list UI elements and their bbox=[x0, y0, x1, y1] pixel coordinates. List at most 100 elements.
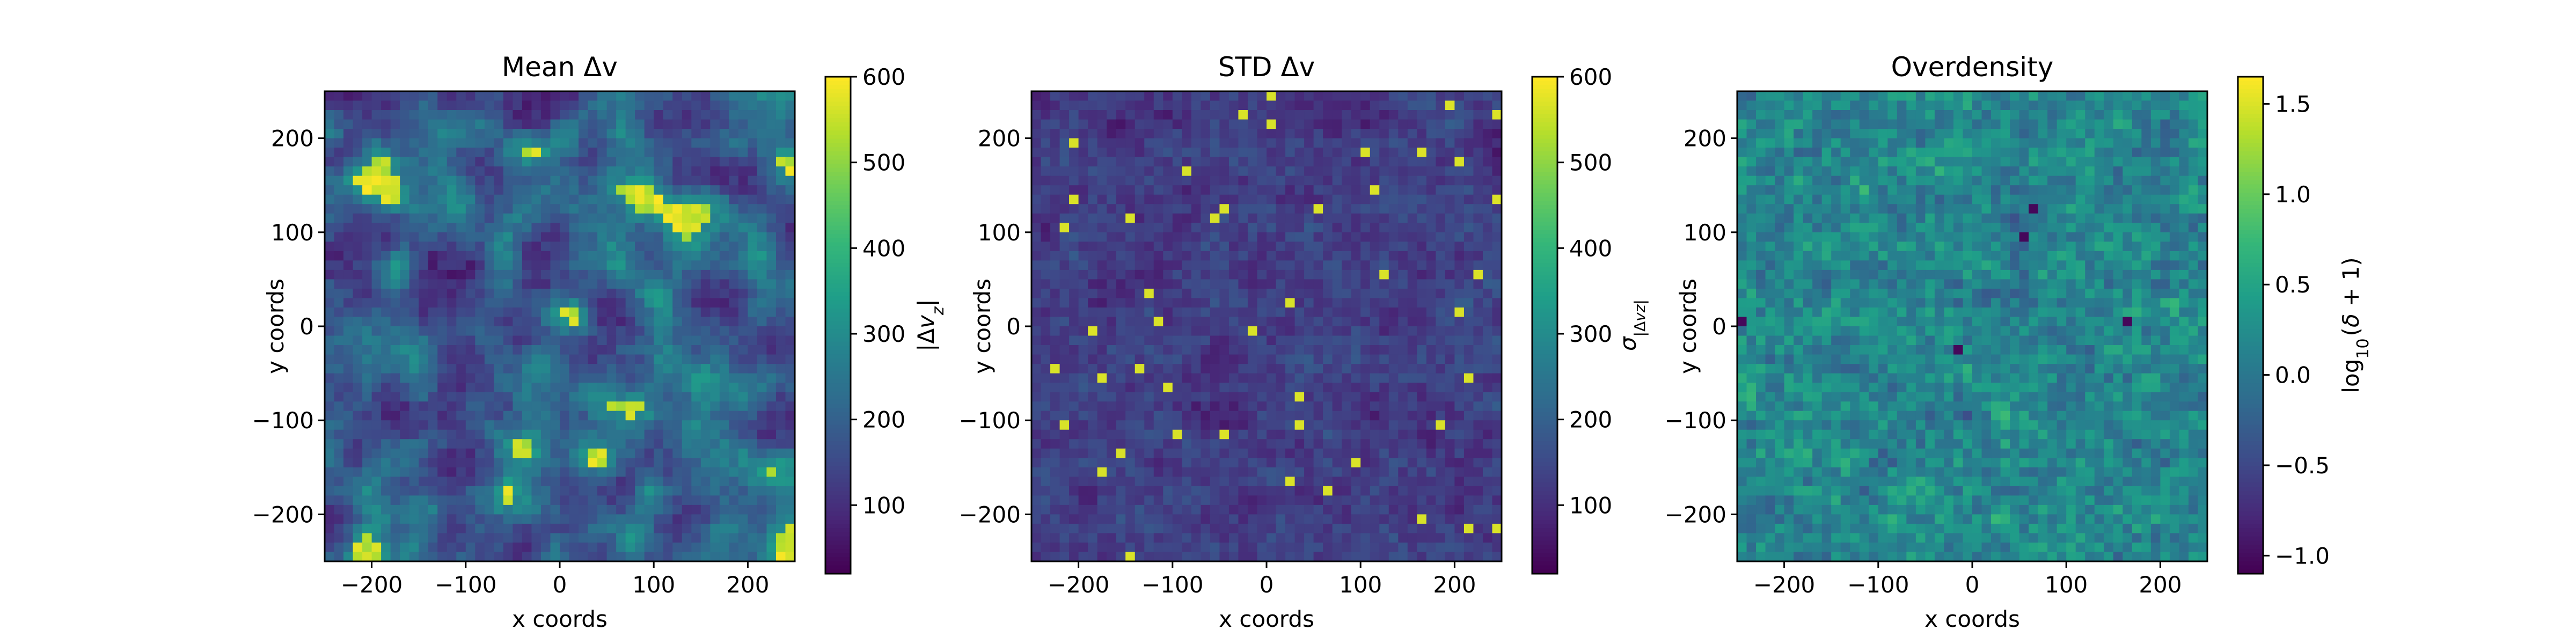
heatmap-cell bbox=[1144, 213, 1154, 223]
heatmap-cell bbox=[1088, 439, 1098, 449]
heatmap-cell bbox=[1257, 213, 1267, 223]
heatmap-cell bbox=[672, 307, 683, 318]
heatmap-cell bbox=[1313, 166, 1323, 177]
heatmap-cell bbox=[560, 129, 570, 139]
heatmap-cell bbox=[1294, 326, 1305, 336]
heatmap-cell bbox=[560, 345, 570, 355]
heatmap-cell bbox=[729, 251, 739, 261]
heatmap-cell bbox=[494, 148, 504, 158]
heatmap-cell bbox=[1116, 354, 1126, 364]
heatmap-cell bbox=[560, 392, 570, 402]
heatmap-cell bbox=[1304, 100, 1314, 111]
heatmap-cell bbox=[371, 204, 382, 214]
heatmap-cell bbox=[494, 223, 504, 233]
heatmap-cell bbox=[1360, 269, 1371, 280]
heatmap-cell bbox=[1342, 204, 1352, 214]
heatmap-cell bbox=[475, 533, 485, 543]
heatmap-cell bbox=[569, 241, 579, 252]
heatmap-cell bbox=[1388, 448, 1399, 458]
heatmap-cell bbox=[1463, 439, 1474, 449]
heatmap-cell bbox=[1172, 429, 1182, 440]
heatmap-cell bbox=[1163, 373, 1173, 383]
heatmap-cell bbox=[465, 251, 475, 261]
heatmap-cell bbox=[616, 157, 626, 167]
heatmap-cell bbox=[625, 429, 635, 440]
heatmap-cell bbox=[1360, 110, 1371, 120]
heatmap-cell bbox=[1182, 514, 1192, 524]
heatmap-cell bbox=[1370, 129, 1380, 139]
heatmap-cell bbox=[325, 477, 335, 487]
heatmap-cell bbox=[1492, 148, 1502, 158]
heatmap-cell bbox=[1125, 392, 1136, 402]
heatmap-cell bbox=[710, 269, 720, 280]
heatmap-cell bbox=[663, 495, 673, 506]
heatmap-cell bbox=[1454, 383, 1465, 393]
heatmap-cell bbox=[1323, 194, 1333, 204]
heatmap-cell bbox=[1294, 223, 1305, 233]
heatmap-cell bbox=[1041, 523, 1051, 534]
heatmap-cell bbox=[1436, 495, 1446, 506]
heatmap-cell bbox=[390, 429, 400, 440]
heatmap-cell bbox=[1294, 364, 1305, 374]
heatmap-cell bbox=[1407, 495, 1417, 506]
heatmap-cell bbox=[1267, 166, 1277, 177]
heatmap-cell bbox=[1379, 335, 1389, 346]
heatmap-cell bbox=[1436, 401, 1446, 412]
heatmap-cell bbox=[362, 335, 372, 346]
heatmap-cell bbox=[362, 383, 372, 393]
heatmap-cell bbox=[531, 383, 541, 393]
heatmap-cell bbox=[672, 100, 683, 111]
heatmap-cell bbox=[428, 223, 438, 233]
heatmap-cell bbox=[1304, 241, 1314, 252]
heatmap-cell bbox=[1078, 514, 1088, 524]
heatmap-cell bbox=[1360, 420, 1371, 430]
heatmap-cell bbox=[775, 298, 786, 308]
heatmap-cell bbox=[362, 175, 372, 186]
heatmap-cell bbox=[588, 288, 598, 299]
heatmap-cell bbox=[729, 317, 739, 327]
heatmap-cell bbox=[1078, 458, 1088, 468]
heatmap-cell bbox=[475, 420, 485, 430]
colorbar-step bbox=[825, 470, 851, 475]
heatmap-cell bbox=[1473, 279, 1483, 289]
heatmap-cell bbox=[682, 269, 692, 280]
heatmap-cell bbox=[1360, 138, 1371, 148]
heatmap-cell bbox=[597, 119, 608, 129]
heatmap-cell bbox=[1135, 383, 1145, 393]
heatmap-cell bbox=[1257, 185, 1267, 195]
heatmap-cell bbox=[1182, 495, 1192, 506]
heatmap-cell bbox=[1323, 91, 1333, 101]
heatmap-cell bbox=[710, 411, 720, 421]
heatmap-cell bbox=[419, 354, 429, 364]
heatmap-cell bbox=[1219, 477, 1230, 487]
heatmap-cell bbox=[766, 335, 777, 346]
heatmap-cell bbox=[1172, 383, 1182, 393]
heatmap-cell bbox=[456, 401, 466, 412]
heatmap-cell bbox=[719, 420, 729, 430]
heatmap-cell bbox=[710, 514, 720, 524]
heatmap-cell bbox=[475, 241, 485, 252]
heatmap-cell bbox=[456, 288, 466, 299]
heatmap-cell bbox=[456, 514, 466, 524]
heatmap-cell bbox=[785, 213, 795, 223]
heatmap-cell bbox=[325, 175, 335, 186]
heatmap-cell bbox=[1454, 119, 1465, 129]
heatmap-cell bbox=[700, 486, 711, 496]
heatmap-cell bbox=[371, 213, 382, 223]
heatmap-cell bbox=[1247, 129, 1258, 139]
heatmap-cell bbox=[1313, 204, 1323, 214]
heatmap-cell bbox=[1342, 166, 1352, 177]
heatmap-cell bbox=[1267, 317, 1277, 327]
heatmap-cell bbox=[757, 354, 767, 364]
heatmap-cell bbox=[334, 232, 344, 242]
heatmap-cell bbox=[1407, 288, 1417, 299]
heatmap-cell bbox=[663, 129, 673, 139]
heatmap-cell bbox=[597, 439, 608, 449]
heatmap-cell bbox=[1267, 251, 1277, 261]
heatmap-cell bbox=[1276, 204, 1286, 214]
heatmap-cell bbox=[738, 100, 748, 111]
heatmap-cell bbox=[343, 495, 354, 506]
heatmap-cell bbox=[456, 241, 466, 252]
heatmap-cell bbox=[738, 514, 748, 524]
heatmap-cell bbox=[1370, 138, 1380, 148]
